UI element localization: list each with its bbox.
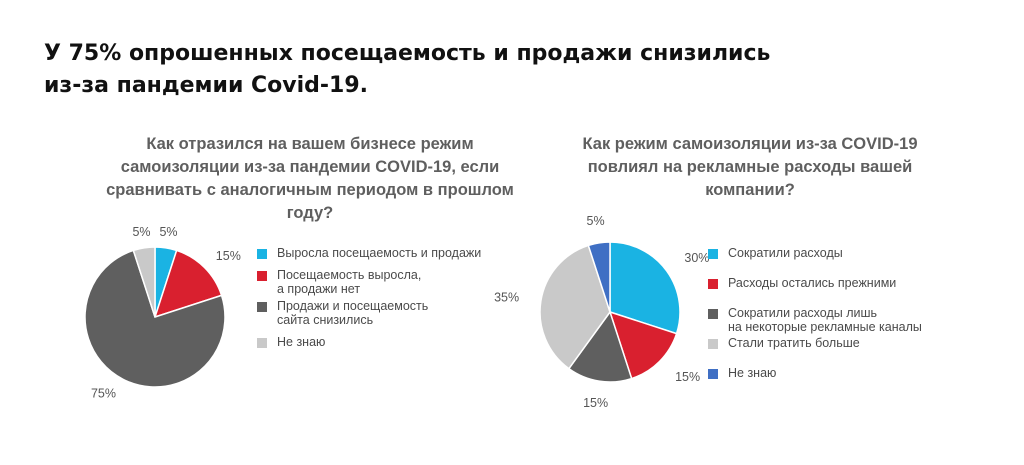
pie-slice [539,244,611,370]
pie-slice [609,241,681,335]
legend-label: Посещаемость выросла, а продажи нет [277,268,422,296]
chart-title-line: Как режим самоизоляции из-за COVID-19 [582,135,918,153]
legend-item: Не знаю [708,366,776,380]
chart-title-line: сравнивать с аналогичным периодом в прош… [106,181,514,222]
slice-value-label: 75% [91,387,116,401]
legend-item: Стали тратить больше [708,336,860,350]
legend-swatch [708,309,718,319]
legend-item: Не знаю [257,335,325,349]
legend-business-impact: Выросла посещаемость и продажи Посещаемос… [257,246,527,366]
legend-swatch [257,302,267,312]
pie-chart-business-impact: 5% 15% 75% 5% [84,225,241,401]
legend-swatch [708,339,718,349]
pie-slice [587,241,611,313]
slice-value-label: 30% [684,251,709,265]
legend-swatch [257,338,267,348]
legend-label: Сократили расходы [728,246,843,260]
page-headline: У 75% опрошенных посещаемость и продажи … [44,38,944,102]
chart-title-business-impact: Как отразился на вашем бизнесе режим сам… [95,133,525,225]
legend-swatch [708,249,718,259]
legend-swatch [708,279,718,289]
legend-label: Сократили расходы лишь на некоторые рекл… [728,306,922,334]
legend-label: Стали тратить больше [728,336,860,350]
legend-label: Продажи и посещаемость сайта снизились [277,299,429,327]
legend-item: Сократили расходы [708,246,843,260]
legend-label: Не знаю [728,366,777,380]
legend-item: Выросла посещаемость и продажи [257,246,481,260]
chart-title-line: самоизоляции из-за пандемии COVID-19, ес… [120,158,500,176]
legend-swatch [257,249,267,259]
slice-value-label: 5% [587,214,605,228]
legend-item: Продажи и посещаемость сайта снизились [257,299,428,327]
legend-label: Расходы остались прежними [728,276,897,290]
headline-line-1: У 75% опрошенных посещаемость и продажи … [44,41,771,66]
pie-slice [567,310,633,383]
legend-swatch [708,369,718,379]
slice-value-label: 15% [675,370,700,384]
legend-item: Сократили расходы лишь на некоторые рекл… [708,306,922,334]
legend-item: Посещаемость выросла, а продажи нет [257,268,421,296]
chart-title-line: повлиял на рекламные расходы вашей [587,158,913,176]
slice-value-label: 15% [583,396,608,410]
legend-ad-spend: Сократили расходы Расходы остались прежни… [708,246,968,386]
slice-value-label: 15% [216,249,241,263]
slice-value-label: 35% [494,291,519,305]
pie-slice [132,246,156,318]
legend-item: Расходы остались прежними [708,276,896,290]
chart-title-line: Как отразился на вашем бизнесе режим [146,135,474,153]
chart-title-ad-spend: Как режим самоизоляции из-за COVID-19 по… [540,133,960,202]
legend-swatch [257,271,267,281]
legend-label: Не знаю [277,335,326,349]
pie-chart-ad-spend: 30% 15% 15% 35% 5% [494,214,709,410]
headline-line-2: из-за пандемии Covid-19. [44,73,369,98]
legend-label: Выросла посещаемость и продажи [277,246,482,260]
slice-value-label: 5% [159,225,177,239]
pie-slice [84,249,226,388]
chart-title-line: компании? [705,181,795,199]
slice-value-label: 5% [132,225,150,239]
